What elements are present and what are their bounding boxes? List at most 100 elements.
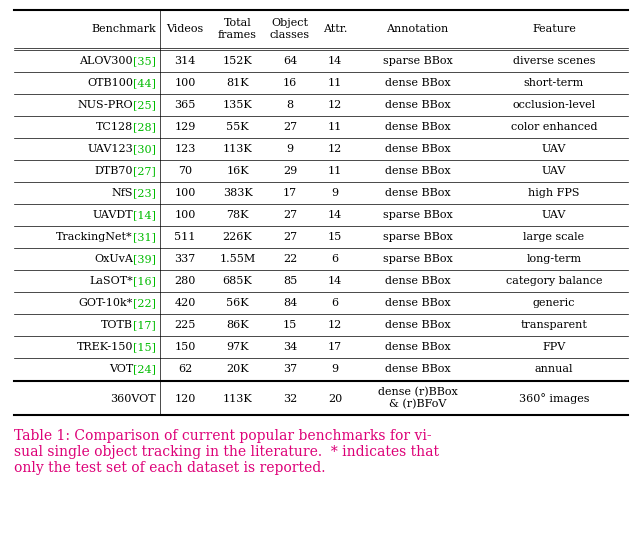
Text: sparse BBox: sparse BBox	[383, 254, 452, 264]
Text: Benchmark: Benchmark	[92, 24, 156, 34]
Text: [25]: [25]	[133, 100, 156, 110]
Text: 16K: 16K	[226, 166, 249, 176]
Text: 81K: 81K	[226, 78, 249, 88]
Text: TREK-150: TREK-150	[77, 342, 133, 352]
Text: 14: 14	[328, 210, 342, 220]
Text: 55K: 55K	[226, 122, 249, 132]
Text: 14: 14	[328, 56, 342, 66]
Text: [39]: [39]	[133, 254, 156, 264]
Text: 11: 11	[328, 78, 342, 88]
Text: dense BBox: dense BBox	[385, 320, 451, 330]
Text: VOT: VOT	[109, 364, 133, 374]
Text: 27: 27	[283, 122, 297, 132]
Text: UAV: UAV	[542, 144, 566, 154]
Text: transparent: transparent	[520, 320, 588, 330]
Text: Videos: Videos	[166, 24, 204, 34]
Text: color enhanced: color enhanced	[511, 122, 597, 132]
Text: annual: annual	[535, 364, 573, 374]
Text: 1.55M: 1.55M	[220, 254, 255, 264]
Text: dense BBox: dense BBox	[385, 144, 451, 154]
Text: NUS-PRO: NUS-PRO	[77, 100, 133, 110]
Text: 314: 314	[174, 56, 196, 66]
Text: UAV123: UAV123	[87, 144, 133, 154]
Text: 84: 84	[283, 298, 297, 308]
Text: LaSOT*: LaSOT*	[89, 276, 133, 286]
Text: 360VOT: 360VOT	[110, 393, 156, 404]
Text: dense BBox: dense BBox	[385, 298, 451, 308]
Text: [23]: [23]	[133, 188, 156, 198]
Text: 383K: 383K	[223, 188, 252, 198]
Text: 20: 20	[328, 393, 342, 404]
Text: 34: 34	[283, 342, 297, 352]
Text: sparse BBox: sparse BBox	[383, 210, 452, 220]
Text: 62: 62	[178, 364, 192, 374]
Text: 12: 12	[328, 100, 342, 110]
Text: [35]: [35]	[133, 56, 156, 66]
Text: [22]: [22]	[133, 298, 156, 308]
Text: sparse BBox: sparse BBox	[383, 56, 452, 66]
Text: 11: 11	[328, 122, 342, 132]
Text: [44]: [44]	[133, 78, 156, 88]
Text: diverse scenes: diverse scenes	[513, 56, 595, 66]
Text: 15: 15	[283, 320, 297, 330]
Text: 100: 100	[174, 78, 196, 88]
Text: Attr.: Attr.	[323, 24, 347, 34]
Text: OxUvA: OxUvA	[94, 254, 133, 264]
Text: 135K: 135K	[223, 100, 252, 110]
Text: [30]: [30]	[133, 144, 156, 154]
Text: 78K: 78K	[227, 210, 249, 220]
Text: 86K: 86K	[226, 320, 249, 330]
Text: 56K: 56K	[226, 298, 249, 308]
Text: dense BBox: dense BBox	[385, 276, 451, 286]
Text: 17: 17	[283, 188, 297, 198]
Text: dense BBox: dense BBox	[385, 100, 451, 110]
Text: 12: 12	[328, 144, 342, 154]
Text: 27: 27	[283, 232, 297, 242]
Text: 150: 150	[174, 342, 196, 352]
Text: 97K: 97K	[227, 342, 249, 352]
Text: 337: 337	[174, 254, 196, 264]
Text: sual single object tracking in the literature.  * indicates that: sual single object tracking in the liter…	[14, 445, 439, 459]
Text: category balance: category balance	[506, 276, 602, 286]
Text: 12: 12	[328, 320, 342, 330]
Text: high FPS: high FPS	[528, 188, 580, 198]
Text: dense BBox: dense BBox	[385, 364, 451, 374]
Text: NfS: NfS	[111, 188, 133, 198]
Text: dense BBox: dense BBox	[385, 122, 451, 132]
Text: 225: 225	[174, 320, 196, 330]
Text: 280: 280	[174, 276, 196, 286]
Text: FPV: FPV	[542, 342, 566, 352]
Text: TC128: TC128	[96, 122, 133, 132]
Text: Annotation: Annotation	[387, 24, 449, 34]
Text: 360° images: 360° images	[519, 393, 589, 404]
Text: dense BBox: dense BBox	[385, 188, 451, 198]
Text: 64: 64	[283, 56, 297, 66]
Text: TOTB: TOTB	[101, 320, 133, 330]
Text: Total
frames: Total frames	[218, 18, 257, 40]
Text: 6: 6	[332, 298, 339, 308]
Text: 420: 420	[174, 298, 196, 308]
Text: generic: generic	[532, 298, 575, 308]
Text: sparse BBox: sparse BBox	[383, 232, 452, 242]
Text: 11: 11	[328, 166, 342, 176]
Text: occlusion-level: occlusion-level	[513, 100, 596, 110]
Text: 685K: 685K	[223, 276, 252, 286]
Text: ALOV300: ALOV300	[79, 56, 133, 66]
Text: 22: 22	[283, 254, 297, 264]
Text: 8: 8	[287, 100, 294, 110]
Text: 152K: 152K	[223, 56, 252, 66]
Text: 16: 16	[283, 78, 297, 88]
Text: 85: 85	[283, 276, 297, 286]
Text: 100: 100	[174, 210, 196, 220]
Text: 32: 32	[283, 393, 297, 404]
Text: 29: 29	[283, 166, 297, 176]
Text: 20K: 20K	[226, 364, 249, 374]
Text: 9: 9	[287, 144, 294, 154]
Text: [14]: [14]	[133, 210, 156, 220]
Text: short-term: short-term	[524, 78, 584, 88]
Text: 37: 37	[283, 364, 297, 374]
Text: Object
classes: Object classes	[270, 18, 310, 40]
Text: [24]: [24]	[133, 364, 156, 374]
Text: 129: 129	[174, 122, 196, 132]
Text: 113K: 113K	[223, 393, 252, 404]
